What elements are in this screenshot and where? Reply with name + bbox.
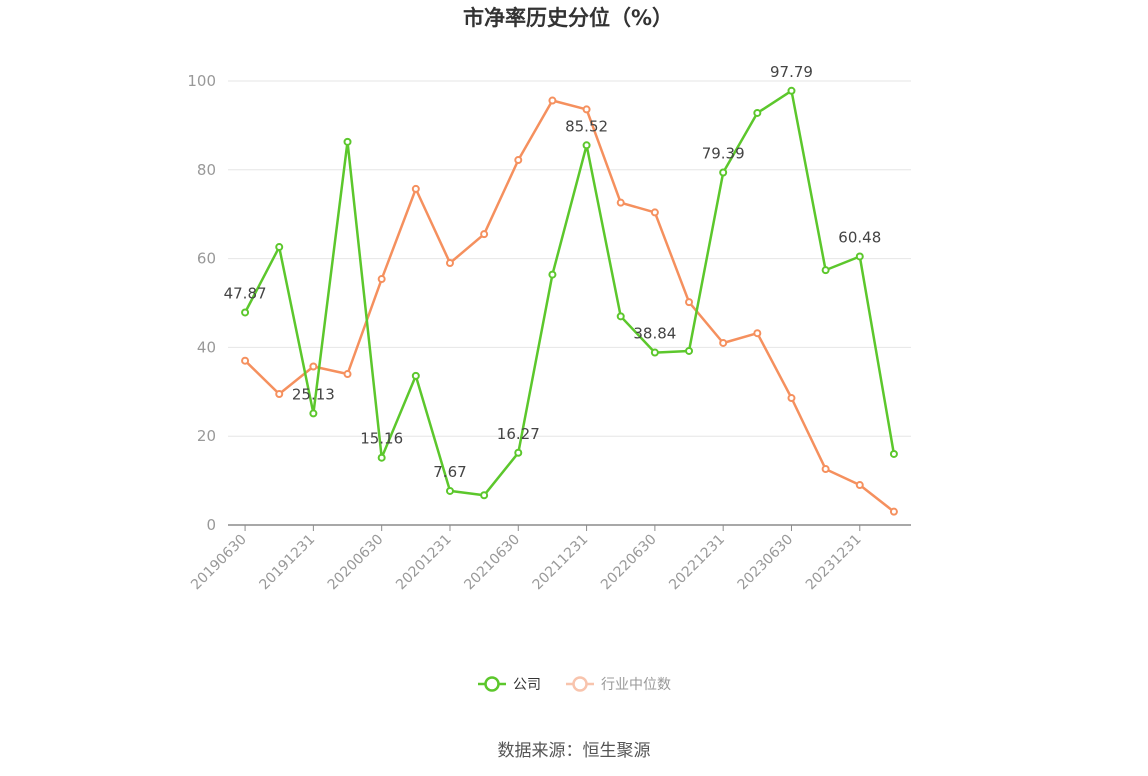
company-data-point — [309, 409, 318, 418]
y-tick-label: 80 — [197, 161, 216, 179]
x-tick-label: 20200630 — [325, 532, 387, 594]
legend-marker-icon — [478, 676, 506, 692]
data-label: 25.13 — [292, 385, 335, 403]
company-data-point — [343, 137, 352, 146]
industry-median-data-point — [753, 329, 762, 338]
industry-median-data-point — [616, 198, 625, 207]
industry-median-data-point — [650, 208, 659, 217]
industry-median-data-point — [241, 356, 250, 365]
industry-median-data-point — [685, 298, 694, 307]
data-label: 85.52 — [565, 117, 608, 135]
line-chart: 0 20 40 60 80 100 20190630 20191231 20200630 2020… — [187, 63, 911, 594]
data-label: 97.79 — [770, 63, 813, 81]
data-label: 47.87 — [224, 284, 267, 302]
x-tick-label: 20231231 — [803, 532, 865, 594]
x-tick-label: 20191231 — [256, 532, 318, 594]
industry-median-data-point — [411, 184, 420, 193]
company-data-point — [650, 348, 659, 357]
y-tick-label: 0 — [206, 516, 216, 534]
data-label: 38.84 — [633, 325, 676, 343]
company-data-point — [514, 448, 523, 457]
x-tick-label: 20221231 — [666, 532, 728, 594]
company-data-point — [275, 243, 284, 252]
industry-median-data-point — [855, 481, 864, 490]
company-data-point — [241, 308, 250, 317]
y-tick-label: 20 — [197, 427, 216, 445]
legend-item-company[interactable]: 公司 — [477, 672, 541, 696]
x-tick-label: 20220630 — [598, 532, 660, 594]
industry-median-data-point — [821, 465, 830, 474]
grid-lines — [228, 80, 911, 437]
industry-median-data-point — [889, 507, 898, 516]
chart-title: 市净率历史分位（%） — [462, 6, 674, 30]
company-data-point — [411, 371, 420, 380]
company-data-point — [480, 491, 489, 500]
industry-median-series-line — [244, 99, 895, 513]
industry-median-data-point — [582, 105, 591, 114]
company-data-point — [445, 486, 454, 495]
legend: 公司 行业中位数 — [0, 672, 1148, 696]
industry-median-data-point — [719, 338, 728, 347]
industry-median-data-point — [275, 390, 284, 399]
series-lines — [241, 86, 898, 516]
company-data-point — [548, 270, 557, 279]
legend-marker-icon — [566, 676, 594, 692]
data-label: 15.16 — [360, 430, 403, 448]
data-label: 16.27 — [497, 425, 540, 443]
y-tick-label: 40 — [197, 338, 216, 356]
industry-median-data-point — [309, 362, 318, 371]
data-labels: 47.87 25.13 15.16 7.67 16.27 85.52 38.84 79.39 9… — [224, 63, 882, 481]
legend-label: 行业中位数 — [601, 677, 671, 693]
industry-median-data-point — [377, 275, 386, 284]
company-data-point — [753, 108, 762, 117]
company-data-point — [821, 266, 830, 275]
y-tick-label: 60 — [197, 250, 216, 268]
company-data-point — [685, 346, 694, 355]
y-tick-label: 100 — [187, 72, 216, 90]
data-label: 60.48 — [838, 228, 881, 246]
company-data-point — [582, 141, 591, 150]
source-note: 数据来源：恒生聚源 — [497, 741, 651, 761]
industry-median-data-point — [514, 156, 523, 165]
company-series-line — [243, 89, 896, 497]
company-data-point — [719, 168, 728, 177]
company-data-point — [855, 252, 864, 261]
data-label: 79.39 — [702, 145, 745, 163]
company-data-point — [787, 86, 796, 95]
legend-item-industry-median[interactable]: 行业中位数 — [565, 672, 671, 696]
industry-median-data-point — [445, 259, 454, 268]
legend-label: 公司 — [513, 677, 541, 693]
x-tick-label: 20210630 — [461, 532, 523, 594]
industry-median-data-point — [480, 230, 489, 239]
data-label: 7.67 — [433, 463, 466, 481]
industry-median-data-point — [787, 394, 796, 403]
x-tick-label: 20201231 — [393, 532, 455, 594]
company-data-point — [377, 453, 386, 462]
x-tick-label: 20190630 — [188, 532, 250, 594]
industry-median-data-point — [548, 96, 557, 105]
x-tick-label: 20230630 — [735, 532, 797, 594]
company-data-point — [616, 312, 625, 321]
x-tick-label: 20211231 — [530, 532, 592, 594]
company-data-point — [889, 449, 898, 458]
industry-median-data-point — [343, 370, 352, 379]
